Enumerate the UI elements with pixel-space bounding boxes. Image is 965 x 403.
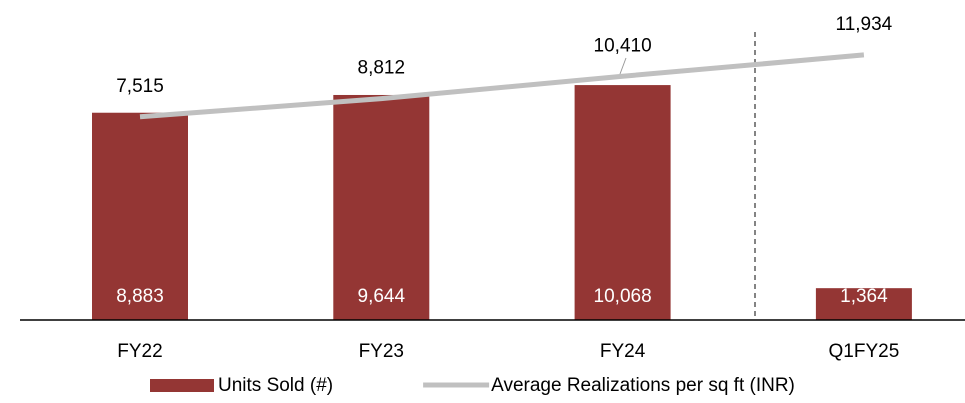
legend-label: Average Realizations per sq ft (INR) (491, 375, 795, 396)
bar-value-label: 8,883 (116, 286, 164, 307)
x-tick-label: FY22 (117, 341, 162, 362)
bar-value-label: 1,364 (840, 286, 888, 307)
bar (333, 94, 430, 321)
bar (815, 288, 912, 320)
bar-value-label: 9,644 (358, 286, 406, 307)
bar (574, 85, 671, 320)
x-tick-label: FY24 (600, 341, 646, 362)
line-series (139, 52, 865, 120)
x-tick-label: Q1FY25 (829, 341, 900, 362)
bar-value-label: 10,068 (594, 286, 652, 307)
line-value-label: 7,515 (116, 76, 164, 97)
line-value-label: 11,934 (836, 14, 893, 35)
legend-swatch (150, 379, 214, 392)
legend-label: Units Sold (#) (218, 375, 333, 396)
line-value-label: 10,410 (594, 35, 652, 56)
bar (92, 112, 188, 320)
x-tick-label: FY23 (359, 341, 404, 362)
line-value-label: 8,812 (358, 58, 406, 79)
label-leader (619, 57, 627, 75)
